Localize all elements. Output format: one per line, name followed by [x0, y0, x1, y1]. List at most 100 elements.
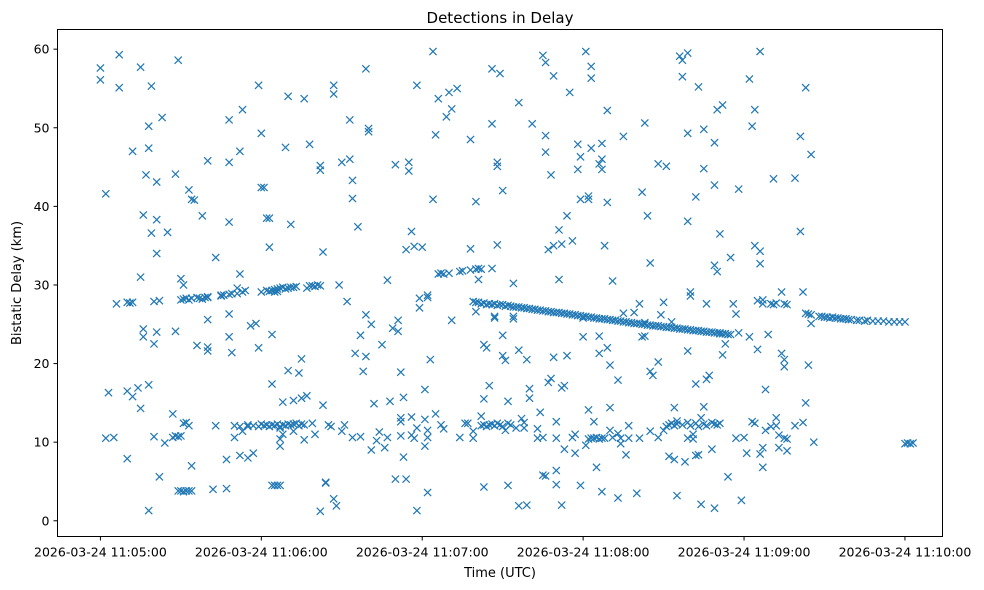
- scatter-point: [407, 227, 416, 236]
- scatter-point: [782, 434, 792, 444]
- scatter-point: [581, 47, 590, 56]
- scatter-point: [801, 398, 810, 407]
- scatter-point: [702, 299, 711, 308]
- scatter-point: [337, 427, 346, 436]
- scatter-point: [318, 247, 328, 257]
- scatter-point: [147, 229, 156, 238]
- scatter-point: [345, 155, 354, 164]
- scatter-point: [149, 432, 159, 441]
- scatter-point: [638, 188, 647, 197]
- scatter-point: [190, 196, 199, 205]
- scatter-point: [659, 426, 668, 435]
- scatter-point: [758, 463, 767, 472]
- scatter-point: [748, 122, 757, 131]
- scatter-point: [686, 421, 695, 430]
- scatter-point: [152, 249, 161, 258]
- scatter-point: [705, 371, 714, 380]
- chart-title: Detections in Delay: [427, 9, 574, 27]
- scatter-point: [638, 332, 647, 341]
- scatter-point: [423, 291, 432, 300]
- scatter-point: [807, 310, 816, 319]
- scatter-point: [482, 343, 491, 352]
- scatter-point: [498, 186, 507, 195]
- scatter-point: [246, 321, 255, 330]
- scatter-point: [447, 104, 456, 113]
- scatter-point: [579, 332, 588, 341]
- scatter-point: [691, 451, 700, 460]
- scatter-point: [512, 423, 521, 433]
- scatter-point: [404, 166, 413, 176]
- scatter-point: [603, 106, 612, 115]
- scatter-point: [300, 94, 309, 103]
- scatter-point: [361, 310, 370, 319]
- scatter-point: [514, 98, 523, 107]
- scatter-point: [487, 264, 497, 273]
- scatter-point: [453, 84, 462, 93]
- scatter-point: [718, 100, 727, 110]
- scatter-point: [697, 413, 706, 422]
- scatter-point: [139, 324, 148, 334]
- scatter-point: [756, 449, 765, 459]
- scatter-point: [115, 50, 124, 59]
- y-axis-label: Bistatic Delay (km): [10, 221, 25, 345]
- scatter-point: [546, 170, 556, 179]
- scatter-point: [750, 419, 759, 428]
- scatter-point: [683, 217, 692, 226]
- scatter-point: [646, 427, 655, 436]
- x-axis-ticks: 2026-03-24 11:05:00 2026-03-24 11:06:00 20…: [34, 536, 971, 560]
- scatter-point: [203, 156, 212, 165]
- scatter-point: [273, 481, 282, 490]
- scatter-point: [613, 429, 623, 438]
- scatter-point: [388, 324, 397, 333]
- x-tick-label: 2026-03-24 11:05:00: [34, 545, 167, 560]
- scatter-point: [807, 319, 816, 328]
- scatter-point: [176, 295, 185, 304]
- scatter-point: [136, 404, 145, 413]
- scatter-point: [109, 433, 118, 442]
- scatter-point: [670, 455, 679, 464]
- scatter-point: [597, 487, 606, 496]
- scatter-point: [128, 298, 137, 307]
- scatter-point: [192, 293, 202, 302]
- scatter-point: [139, 332, 148, 341]
- scatter-point: [726, 330, 735, 339]
- scatter-point: [699, 402, 708, 411]
- scatter-point: [335, 280, 344, 290]
- scatter-point: [654, 357, 663, 367]
- y-tick-label: 40: [34, 199, 50, 214]
- scatter-point: [431, 130, 440, 139]
- scatter-point: [745, 74, 754, 84]
- scatter-point: [616, 434, 625, 443]
- scatter-point: [503, 481, 513, 490]
- scatter-point: [517, 414, 526, 423]
- scatter-point: [184, 421, 193, 430]
- scatter-point: [552, 434, 561, 443]
- scatter-point: [656, 310, 665, 319]
- scatter-point: [262, 214, 271, 223]
- scatter-point: [276, 442, 285, 451]
- scatter-point: [160, 438, 169, 448]
- scatter-point: [557, 240, 566, 249]
- scatter-point: [259, 183, 269, 192]
- scatter-point: [646, 367, 655, 376]
- scatter-point: [487, 64, 497, 73]
- scatter-point: [587, 62, 596, 71]
- scatter-point: [495, 69, 505, 78]
- scatter-point: [399, 393, 408, 402]
- scatter-point: [643, 211, 652, 220]
- scatter-point: [284, 92, 293, 101]
- scatter-point: [600, 241, 609, 250]
- scatter-point: [203, 315, 212, 324]
- scatter-point: [230, 433, 239, 442]
- scatter-point: [391, 475, 400, 484]
- scatter-point: [152, 328, 161, 337]
- scatter-point: [713, 267, 722, 276]
- scatter-point: [780, 299, 789, 308]
- scatter-point: [546, 374, 556, 383]
- scatter-point: [423, 488, 432, 497]
- scatter-point: [739, 433, 749, 442]
- scatter-point: [235, 269, 244, 279]
- scatter-point: [241, 286, 250, 295]
- scatter-point: [576, 481, 585, 490]
